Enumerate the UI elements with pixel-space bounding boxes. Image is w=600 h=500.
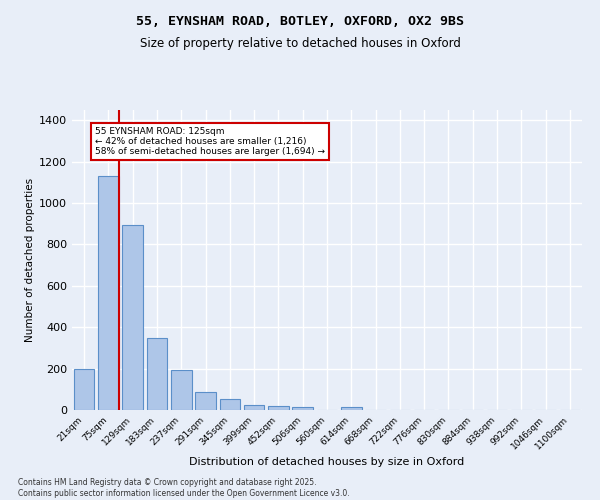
X-axis label: Distribution of detached houses by size in Oxford: Distribution of detached houses by size … xyxy=(190,456,464,466)
Bar xyxy=(171,370,191,410)
Bar xyxy=(122,225,143,410)
Text: Size of property relative to detached houses in Oxford: Size of property relative to detached ho… xyxy=(140,38,460,51)
Bar xyxy=(292,408,313,410)
Y-axis label: Number of detached properties: Number of detached properties xyxy=(25,178,35,342)
Bar xyxy=(74,369,94,410)
Bar xyxy=(195,392,216,410)
Bar xyxy=(268,406,289,410)
Text: 55, EYNSHAM ROAD, BOTLEY, OXFORD, OX2 9BS: 55, EYNSHAM ROAD, BOTLEY, OXFORD, OX2 9B… xyxy=(136,15,464,28)
Bar xyxy=(220,399,240,410)
Text: 55 EYNSHAM ROAD: 125sqm
← 42% of detached houses are smaller (1,216)
58% of semi: 55 EYNSHAM ROAD: 125sqm ← 42% of detache… xyxy=(95,126,325,156)
Bar xyxy=(98,176,119,410)
Bar xyxy=(341,408,362,410)
Bar xyxy=(146,338,167,410)
Text: Contains HM Land Registry data © Crown copyright and database right 2025.
Contai: Contains HM Land Registry data © Crown c… xyxy=(18,478,350,498)
Bar xyxy=(244,406,265,410)
